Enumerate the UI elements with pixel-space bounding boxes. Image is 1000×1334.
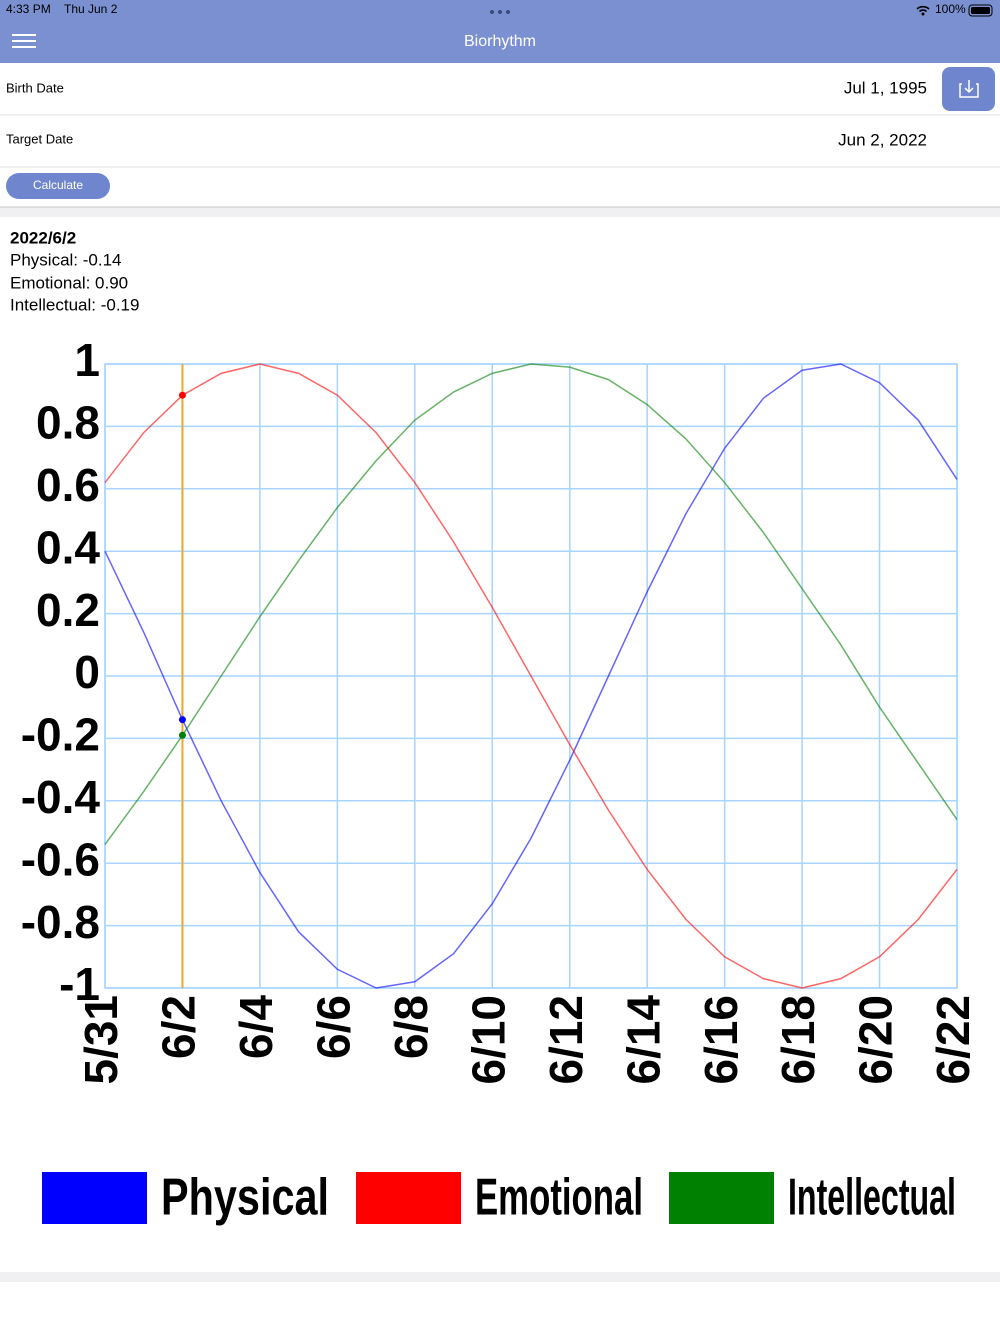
target-label: Target Date (6, 131, 73, 146)
top-bar (0, 0, 1000, 63)
x-tick-label: 6/4 (230, 995, 282, 1059)
separator-band (0, 207, 1000, 217)
status-time: 4:33 PM (6, 2, 51, 16)
status-date: Thu Jun 2 (64, 2, 118, 16)
x-tick-label: 6/10 (462, 995, 514, 1085)
wifi-icon (916, 5, 930, 13)
series-line (104, 363, 958, 989)
header-title: Biorhythm (464, 33, 536, 50)
calculate-label[interactable]: Calculate (33, 178, 83, 192)
x-tick-label: 6/8 (385, 995, 437, 1059)
bottom-band (0, 1272, 1000, 1282)
birth-value[interactable]: Jul 1, 1995 (844, 78, 927, 97)
menu-button[interactable] (12, 34, 36, 48)
y-tick-label: 0.8 (36, 397, 100, 449)
download-icon (959, 80, 979, 98)
y-tick-label: 0.4 (36, 521, 100, 573)
target-value[interactable]: Jun 2, 2022 (838, 130, 927, 149)
legend-label: Physical (161, 1169, 329, 1227)
y-tick-label: 0.2 (36, 584, 100, 636)
y-tick-label: 1 (74, 334, 100, 386)
legend-swatch (669, 1172, 774, 1224)
summary-line: Physical: -0.14 (10, 250, 122, 269)
birth-label: Birth Date (6, 80, 64, 95)
x-tick-label: 6/18 (772, 995, 824, 1085)
marker-dot (178, 391, 186, 399)
series-line (104, 363, 958, 845)
y-tick-label: -0.2 (21, 709, 100, 761)
legend-label: Intellectual (788, 1169, 956, 1227)
calculate-button[interactable] (6, 173, 110, 199)
y-tick-label: -0.6 (21, 833, 100, 885)
x-tick-label: 5/31 (75, 995, 127, 1085)
x-tick-label: 6/12 (540, 995, 592, 1085)
wifi-dot (921, 12, 925, 16)
y-tick-label: -0.4 (21, 771, 101, 823)
y-tick-label: 0 (74, 646, 100, 698)
x-tick-label: 6/6 (308, 995, 360, 1059)
x-tick-label: 6/22 (927, 995, 979, 1085)
summary-line: Intellectual: -0.19 (10, 295, 139, 314)
marker-dot (178, 716, 186, 724)
multitask-dots (490, 10, 510, 14)
status-battery: 100% (935, 2, 966, 16)
battery-level (971, 7, 990, 14)
y-tick-label: -1 (59, 958, 100, 1010)
legend-swatch (356, 1172, 461, 1224)
x-tick-label: 6/14 (617, 995, 669, 1085)
y-tick-label: 0.6 (36, 459, 100, 511)
x-tick-label: 6/16 (695, 995, 747, 1085)
x-tick-label: 6/2 (153, 995, 205, 1059)
marker-dot (178, 731, 186, 739)
battery-icon (968, 4, 993, 17)
x-tick-label: 6/20 (850, 995, 902, 1085)
y-tick-label: -0.8 (21, 896, 100, 948)
legend-swatch (42, 1172, 147, 1224)
series-line (104, 363, 958, 989)
chart: 1 0.8 0.6 0.4 0.2 0 -0.2 -0.4 -0.6 -0.8 -15/31 6/2 6… (21, 334, 979, 1227)
summary-date: 2022/6/2 (10, 228, 76, 247)
legend-label: Emotional (475, 1169, 643, 1227)
summary-line: Emotional: 0.90 (10, 273, 128, 292)
